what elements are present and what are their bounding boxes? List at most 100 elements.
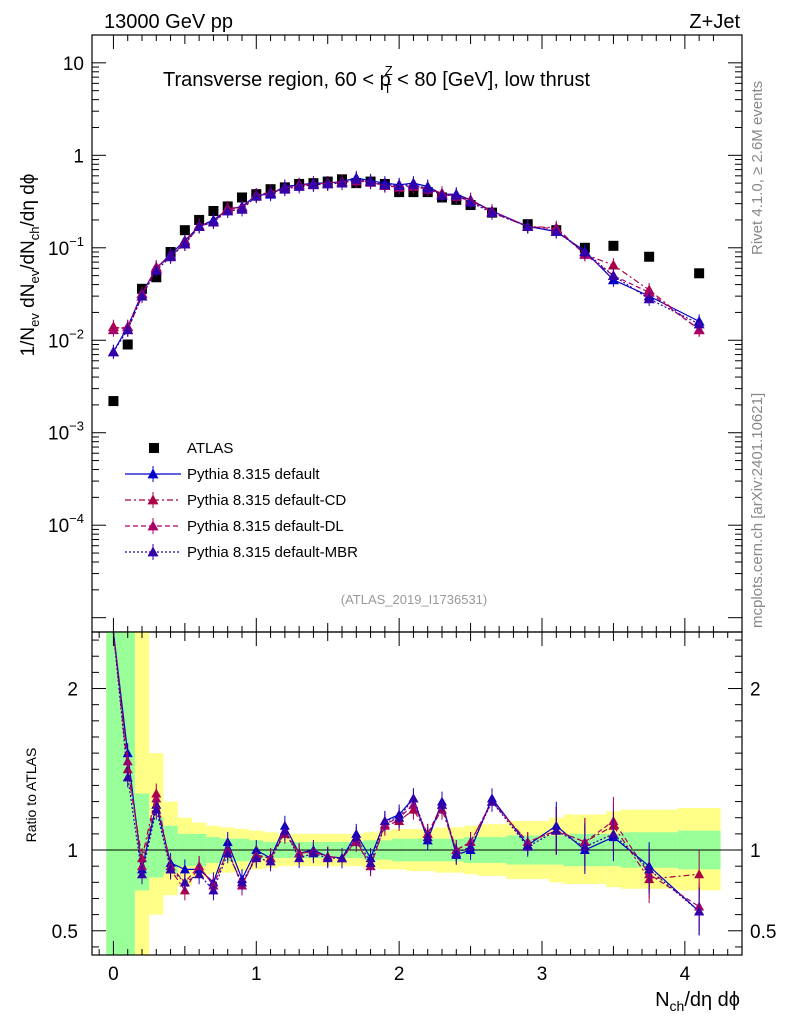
mbr-ratio-point bbox=[279, 825, 290, 835]
mbr-ratio-point bbox=[179, 877, 190, 887]
legend-marker-atlas bbox=[149, 443, 159, 453]
mcplots-label: mcplots.cern.ch [arXiv:2401.10621] bbox=[749, 393, 766, 628]
mbr-ratio-point bbox=[408, 793, 419, 803]
ratio-y-tick-label: 0.5 bbox=[52, 922, 78, 943]
dl-point bbox=[643, 286, 655, 297]
ratio-y-tick-label-right: 1 bbox=[750, 841, 761, 862]
ylabel-sub-c: ch bbox=[27, 226, 42, 240]
mbr-point bbox=[179, 238, 191, 249]
dl-ratio-point bbox=[151, 793, 162, 803]
mbr-ratio-point bbox=[194, 869, 205, 879]
cd-ratio-line bbox=[112, 631, 700, 892]
mbr-point bbox=[693, 318, 705, 329]
y-tick-label: 10 bbox=[63, 54, 84, 75]
mbr-point bbox=[207, 216, 219, 227]
ylabel-sub-a: ev bbox=[27, 313, 42, 327]
mbr-point bbox=[136, 290, 148, 301]
mbr-ratio-point bbox=[644, 864, 655, 874]
mbr-ratio-point bbox=[551, 825, 562, 835]
mbr-ratio-point bbox=[522, 841, 533, 851]
mbr-point bbox=[607, 270, 619, 281]
y-tick-base: 10 bbox=[48, 239, 69, 260]
plot-title-sup: Z bbox=[385, 63, 393, 78]
mbr-ratio-point bbox=[379, 815, 390, 825]
mbr-point bbox=[365, 176, 377, 186]
mbr-ratio-point bbox=[465, 841, 476, 851]
dl-point bbox=[107, 324, 119, 335]
green-band bbox=[120, 632, 135, 955]
mbr-point bbox=[150, 264, 162, 275]
mbr-ratio-point bbox=[608, 828, 619, 838]
legend-marker-dl bbox=[147, 520, 159, 531]
dl-line bbox=[113, 180, 700, 331]
green-band bbox=[163, 825, 178, 873]
mbr-point bbox=[465, 196, 477, 207]
x-axis-label: Nch/dη dϕ bbox=[655, 989, 740, 1014]
process-label: Z+Jet bbox=[689, 11, 740, 33]
ylabel-part-c: /dN bbox=[18, 240, 39, 270]
mbr-point bbox=[350, 173, 362, 184]
main-data bbox=[107, 170, 705, 407]
xlabel-sub-a: ch bbox=[670, 998, 685, 1014]
xlabel-part-b: /dη dϕ bbox=[684, 989, 740, 1011]
y-tick-base: 10 bbox=[48, 424, 69, 445]
mbr-point bbox=[436, 189, 448, 200]
mbr-point bbox=[550, 225, 562, 236]
legend-label-dl: Pythia 8.315 default-DL bbox=[187, 518, 344, 535]
default-ratio-point bbox=[179, 864, 190, 874]
mbr-ratio-point bbox=[437, 799, 447, 809]
mbr-ratio-point bbox=[694, 906, 705, 916]
legend-label-default: Pythia 8.315 default bbox=[187, 466, 320, 483]
mbr-ratio-point bbox=[151, 804, 162, 814]
atlas-point bbox=[694, 268, 705, 279]
ratio-bands bbox=[92, 632, 742, 955]
y-tick-exp: −3 bbox=[69, 419, 84, 434]
green-band bbox=[106, 632, 121, 955]
mbr-point bbox=[579, 246, 591, 257]
mbr-ratio-point bbox=[137, 869, 147, 879]
legend-marker-mbr bbox=[147, 546, 159, 557]
y-tick-label: 10−4 bbox=[48, 511, 84, 537]
ylabel-part-a: 1/N bbox=[18, 327, 39, 357]
mbr-ratio-point bbox=[222, 848, 233, 858]
mbr-point bbox=[279, 183, 291, 194]
main-y-label: 1/Nev dNev/dNch/dη dϕ bbox=[18, 174, 42, 357]
xlabel-part-a: N bbox=[655, 989, 669, 1011]
ylabel-part-d: /dη dϕ bbox=[18, 174, 39, 227]
ratio-y-tick-label: 2 bbox=[67, 680, 78, 701]
mbr-ratio-point bbox=[122, 772, 133, 782]
x-tick-label: 1 bbox=[251, 964, 262, 985]
plot-title: Transverse region, 60 < pZ T < 80 [GeV], … bbox=[163, 63, 590, 96]
plot-title-rest: < 80 [GeV], low thrust bbox=[392, 69, 591, 91]
mbr-ratio-point bbox=[237, 877, 247, 887]
legend-marker-default bbox=[147, 468, 159, 479]
green-band bbox=[134, 793, 150, 891]
mbr-ratio-point bbox=[208, 885, 219, 895]
atlas-point bbox=[208, 205, 219, 216]
x-tick-label: 4 bbox=[680, 964, 691, 985]
main-ticks bbox=[92, 34, 742, 632]
mbr-ratio-point bbox=[365, 857, 376, 867]
mbr-point bbox=[307, 179, 319, 190]
mbr-point bbox=[522, 220, 534, 231]
atlas-point bbox=[122, 339, 133, 350]
ratio-tick-labels: 2 2 1 1 0.5 0.5 0 1 2 3 4 bbox=[52, 680, 777, 985]
mbr-point bbox=[265, 187, 277, 198]
atlas-point bbox=[179, 225, 190, 236]
mbr-ratio-point bbox=[394, 812, 405, 822]
mbr-ratio-point bbox=[265, 856, 276, 866]
y-tick-label: 10−2 bbox=[48, 326, 84, 352]
ratio-y-tick-label: 1 bbox=[67, 841, 78, 862]
legend: ATLAS Pythia 8.315 default Pythia 8.315 de… bbox=[125, 440, 358, 561]
legend-label-mbr: Pythia 8.315 default-MBR bbox=[187, 544, 358, 561]
plot-title-main: Transverse region, 60 < p bbox=[163, 69, 391, 91]
mbr-point bbox=[450, 189, 462, 200]
mbr-ratio-point bbox=[579, 841, 590, 851]
mbr-point bbox=[643, 293, 655, 304]
ratio-y-label: Ratio to ATLAS bbox=[23, 748, 39, 843]
ratio-panel: 2 2 1 1 0.5 0.5 0 1 2 3 4 bbox=[52, 631, 777, 985]
mbr-point bbox=[222, 205, 234, 216]
mbr-ratio-point bbox=[294, 853, 305, 863]
